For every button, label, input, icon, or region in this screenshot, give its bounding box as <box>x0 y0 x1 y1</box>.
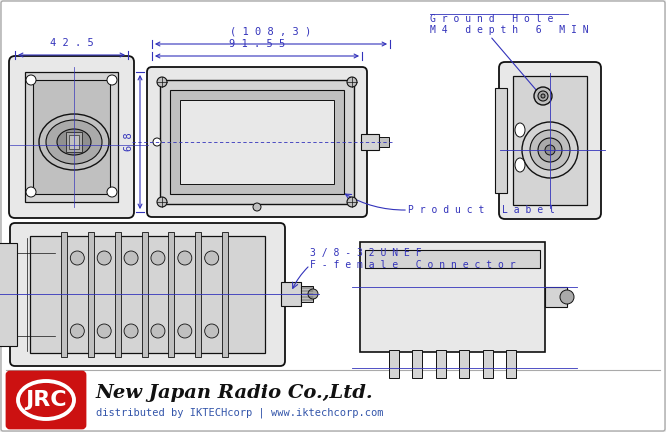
Bar <box>483 350 493 378</box>
Circle shape <box>545 145 555 155</box>
Circle shape <box>151 324 165 338</box>
Circle shape <box>107 187 117 197</box>
Ellipse shape <box>57 129 91 155</box>
Bar <box>436 350 446 378</box>
Bar <box>513 76 587 205</box>
Circle shape <box>124 324 138 338</box>
Circle shape <box>560 290 574 304</box>
Circle shape <box>347 197 357 207</box>
Text: 3 / 8 - 3 2 U N E F: 3 / 8 - 3 2 U N E F <box>310 248 422 258</box>
Ellipse shape <box>46 120 102 164</box>
Circle shape <box>71 251 85 265</box>
Circle shape <box>157 197 167 207</box>
Bar <box>0 243 17 346</box>
Circle shape <box>541 94 545 98</box>
Bar <box>460 350 470 378</box>
Circle shape <box>347 77 357 87</box>
Circle shape <box>26 75 36 85</box>
FancyBboxPatch shape <box>147 67 367 217</box>
Ellipse shape <box>515 123 525 137</box>
Circle shape <box>538 91 548 101</box>
Bar <box>33 80 110 194</box>
FancyBboxPatch shape <box>9 56 134 218</box>
Bar <box>506 350 516 378</box>
Text: P r o d u c t   L a b e l: P r o d u c t L a b e l <box>408 205 555 215</box>
Circle shape <box>97 251 111 265</box>
Text: M 4   d e p t h   6   M I N: M 4 d e p t h 6 M I N <box>430 25 589 35</box>
Bar <box>222 232 228 357</box>
Bar <box>160 80 354 204</box>
Text: F - f e m a l e   C o n n e c t o r: F - f e m a l e C o n n e c t o r <box>310 260 515 270</box>
FancyBboxPatch shape <box>7 372 85 428</box>
Circle shape <box>178 324 192 338</box>
Text: JRC: JRC <box>25 390 67 410</box>
Text: ( 1 0 8 , 3 ): ( 1 0 8 , 3 ) <box>230 27 312 37</box>
Bar <box>61 232 67 357</box>
Bar <box>361 134 379 150</box>
Bar <box>25 72 118 202</box>
Bar <box>170 90 344 194</box>
Ellipse shape <box>18 381 74 419</box>
Bar <box>168 232 174 357</box>
Text: 9 1 . 5 5: 9 1 . 5 5 <box>229 39 285 49</box>
Bar <box>180 100 334 184</box>
FancyBboxPatch shape <box>10 223 285 366</box>
Circle shape <box>151 251 165 265</box>
Circle shape <box>530 130 570 170</box>
Circle shape <box>153 138 161 146</box>
Circle shape <box>124 251 138 265</box>
Circle shape <box>26 187 36 197</box>
Bar <box>66 132 82 152</box>
Bar <box>301 286 313 302</box>
Circle shape <box>204 324 218 338</box>
Bar <box>195 232 201 357</box>
Bar <box>545 287 567 307</box>
Bar <box>281 282 301 306</box>
Ellipse shape <box>515 158 525 172</box>
Bar <box>360 242 545 352</box>
Text: 6 8: 6 8 <box>124 133 134 151</box>
Circle shape <box>178 251 192 265</box>
Circle shape <box>107 75 117 85</box>
Circle shape <box>522 122 578 178</box>
Circle shape <box>97 324 111 338</box>
Bar <box>69 135 79 149</box>
Ellipse shape <box>39 114 109 170</box>
Bar <box>412 350 422 378</box>
Circle shape <box>534 87 552 105</box>
Circle shape <box>204 251 218 265</box>
Bar <box>115 232 121 357</box>
FancyBboxPatch shape <box>499 62 601 219</box>
Text: distributed by IKTECHcorp | www.iktechcorp.com: distributed by IKTECHcorp | www.iktechco… <box>96 408 384 418</box>
Circle shape <box>538 138 562 162</box>
Circle shape <box>308 289 318 299</box>
Circle shape <box>253 203 261 211</box>
Bar <box>379 137 389 147</box>
Bar <box>495 88 507 193</box>
Text: 4 2 . 5: 4 2 . 5 <box>50 38 93 48</box>
Bar <box>30 236 265 353</box>
Circle shape <box>157 77 167 87</box>
Text: New Japan Radio Co.,Ltd.: New Japan Radio Co.,Ltd. <box>96 384 374 402</box>
Bar <box>365 250 540 268</box>
Bar <box>88 232 94 357</box>
Bar <box>141 232 147 357</box>
Circle shape <box>71 324 85 338</box>
Bar <box>388 350 398 378</box>
Text: G r o u n d   H o l e: G r o u n d H o l e <box>430 14 553 24</box>
